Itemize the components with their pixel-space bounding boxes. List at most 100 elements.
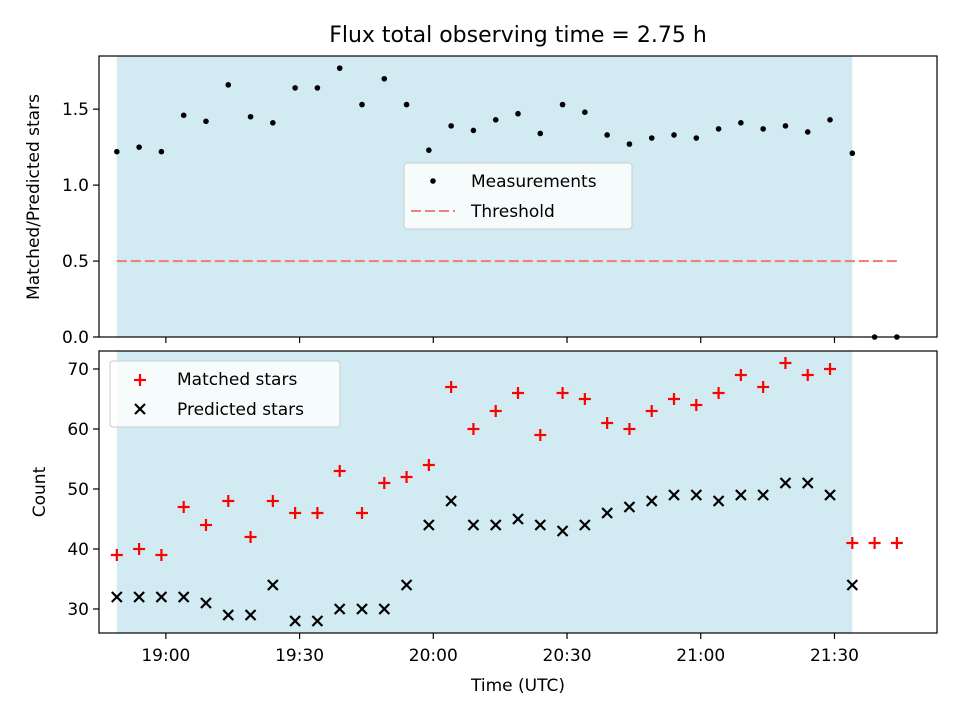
matched-star-point — [355, 507, 368, 519]
matched-star-point — [801, 369, 814, 381]
predicted-star-point — [556, 525, 569, 537]
predicted-star-point — [400, 579, 413, 591]
bottom-xtick-label: 19:30 — [275, 646, 324, 666]
measurement-point — [336, 65, 343, 71]
top-plot: 0.0 0.5 1.0 1.5 Matched/Predicted stars Mea… — [24, 55, 938, 348]
matched-star-point — [110, 549, 123, 561]
bottom-xlabel: Time (UTC) — [470, 676, 565, 696]
matched-star-point — [400, 471, 413, 483]
measurement-point — [715, 126, 722, 132]
bottom-xtick-label: 20:30 — [543, 646, 592, 666]
matched-star-point — [378, 477, 391, 489]
matched-star-point — [556, 387, 569, 399]
matched-star-point — [333, 465, 346, 477]
bottom-ytick-label: 50 — [67, 480, 89, 500]
predicted-star-point — [311, 615, 324, 627]
matched-star-point — [222, 495, 235, 507]
matched-star-point — [512, 387, 524, 399]
measurement-point — [849, 150, 856, 157]
matched-star-point — [489, 405, 502, 417]
top-ylabel: Matched/Predicted stars — [24, 94, 44, 300]
predicted-star-point — [177, 591, 190, 603]
matched-star-point — [155, 549, 168, 561]
measurement-point — [203, 118, 209, 125]
predicted-star-point — [824, 489, 836, 501]
bottom-legend: Matched stars Predicted stars — [109, 360, 341, 428]
predicted-star-point — [133, 591, 145, 603]
predicted-star-point — [779, 477, 792, 489]
predicted-star-point — [846, 579, 859, 591]
matched-star-point — [779, 357, 792, 369]
matched-star-point — [445, 381, 458, 393]
predicted-star-point — [601, 507, 613, 519]
matched-star-point — [890, 537, 903, 549]
measurement-point — [403, 101, 410, 108]
measurement-point — [782, 123, 789, 129]
measurement-point — [381, 75, 388, 82]
predicted-star-point — [155, 591, 168, 603]
measurement-point — [760, 126, 766, 132]
matched-star-point — [645, 405, 658, 417]
predicted-star-point — [489, 519, 502, 531]
matched-star-point — [578, 393, 591, 405]
legend-matched-label: Matched stars — [177, 370, 297, 390]
bottom-ytick-label: 40 — [67, 540, 89, 560]
matched-star-point — [757, 381, 770, 393]
measurement-point — [114, 148, 120, 155]
matched-star-point — [177, 501, 190, 513]
predicted-star-point — [423, 519, 435, 531]
predicted-star-point — [712, 495, 725, 507]
predicted-star-point — [801, 477, 814, 489]
measurement-point — [648, 135, 655, 141]
predicted-star-point — [623, 501, 636, 513]
predicted-star-point — [445, 495, 457, 507]
measurement-point — [693, 135, 700, 141]
measurement-point — [559, 101, 566, 108]
predicted-star-point — [467, 519, 480, 531]
measurement-point — [604, 132, 610, 138]
measurement-point — [225, 82, 232, 88]
measurement-point — [292, 85, 298, 91]
legend-measurements-marker — [430, 178, 436, 184]
bottom-ylabel: Count — [30, 466, 50, 517]
predicted-star-point — [244, 609, 257, 621]
matched-star-point — [467, 423, 480, 435]
top-axes-frame — [98, 55, 938, 338]
matched-star-point — [289, 507, 302, 519]
measurement-point — [804, 129, 811, 135]
measurement-point — [180, 112, 187, 119]
top-ytick-label: 0.5 — [62, 252, 89, 272]
matched-star-point — [712, 387, 725, 399]
matched-star-point — [133, 543, 146, 555]
measurement-point — [136, 144, 142, 150]
top-ytick-label: 1.5 — [62, 100, 89, 120]
matched-star-point — [266, 495, 279, 507]
measurement-point — [426, 147, 432, 153]
predicted-star-point — [333, 603, 346, 615]
matched-star-point — [199, 519, 212, 531]
top-ytick-label: 1.0 — [62, 176, 89, 196]
predicted-star-point — [378, 603, 391, 615]
measurement-point — [359, 101, 365, 108]
predicted-star-point — [690, 489, 703, 501]
matched-star-point — [846, 537, 859, 549]
matched-star-point — [244, 531, 257, 543]
measurement-point — [827, 116, 833, 123]
matched-star-point — [668, 393, 681, 405]
legend-threshold-label: Threshold — [470, 202, 555, 222]
measurement-point — [582, 109, 588, 115]
bottom-ytick-label: 30 — [67, 600, 89, 620]
matched-star-point — [734, 369, 747, 381]
predicted-star-point — [111, 591, 123, 603]
matched-star-point — [623, 423, 636, 435]
measurement-point — [738, 120, 744, 126]
bottom-xtick-label: 20:00 — [409, 646, 458, 666]
measurement-point — [515, 110, 521, 117]
measurement-point — [470, 127, 477, 134]
matched-star-point — [690, 399, 703, 411]
chart-title: Flux total observing time = 2.75 h — [329, 23, 707, 48]
predicted-star-point — [645, 495, 658, 507]
matched-star-point — [601, 417, 614, 429]
measurement-point — [158, 148, 165, 155]
